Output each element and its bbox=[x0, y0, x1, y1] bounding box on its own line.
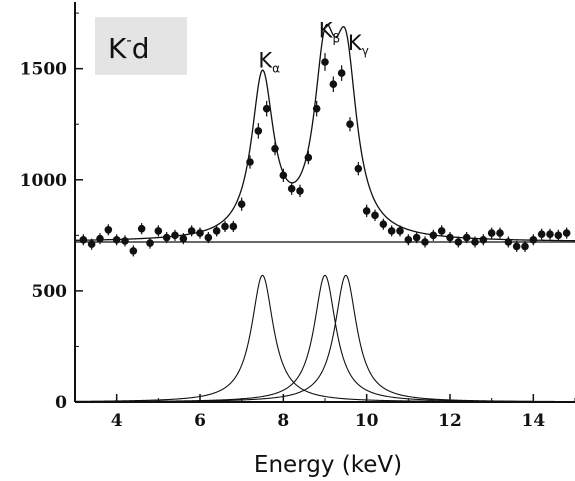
x-tick-label: 4 bbox=[111, 411, 123, 431]
data-point bbox=[121, 237, 129, 245]
peak-label: Kα bbox=[258, 49, 280, 76]
data-point bbox=[537, 230, 546, 239]
data-point bbox=[204, 233, 213, 242]
badge-label: K-d bbox=[108, 31, 150, 65]
data-point bbox=[129, 247, 138, 255]
data-point bbox=[396, 227, 404, 235]
data-point bbox=[554, 231, 563, 240]
data-point bbox=[79, 235, 88, 244]
data-point bbox=[504, 238, 513, 246]
peak-label: Kβ bbox=[319, 19, 340, 46]
data-point bbox=[271, 144, 279, 153]
data-point bbox=[279, 171, 288, 180]
x-tick-label: 6 bbox=[194, 411, 206, 431]
data-point bbox=[379, 220, 388, 229]
data-point bbox=[162, 233, 171, 242]
data-point bbox=[154, 227, 163, 235]
y-tick-label: 1000 bbox=[20, 171, 67, 191]
data-point bbox=[437, 227, 446, 235]
x-tick-label: 12 bbox=[438, 411, 462, 431]
data-point bbox=[421, 238, 429, 246]
peak-component-curve bbox=[75, 274, 575, 403]
fit-curve bbox=[74, 23, 575, 242]
data-point bbox=[196, 229, 204, 237]
data-point bbox=[462, 233, 471, 242]
data-point bbox=[246, 158, 254, 166]
data-point bbox=[96, 234, 104, 243]
data-point bbox=[529, 235, 538, 244]
data-point bbox=[312, 104, 321, 113]
data-point bbox=[187, 227, 196, 235]
x-axis-title: Energy (keV) bbox=[254, 452, 402, 478]
plot-marks: 4 6 8 10 12 14 0 500 1000 1500 Kα Kβ Kγ bbox=[20, 2, 575, 431]
data-point bbox=[387, 227, 396, 235]
x-tick-label: 10 bbox=[355, 411, 379, 431]
data-point bbox=[112, 235, 121, 244]
x-tick-label: 8 bbox=[277, 411, 289, 431]
data-point bbox=[137, 224, 146, 233]
peak-component-curve bbox=[75, 274, 575, 403]
data-point bbox=[171, 231, 179, 240]
x-tick-label: 14 bbox=[521, 411, 545, 431]
y-tick-label: 1500 bbox=[20, 60, 67, 80]
badge-box bbox=[95, 17, 187, 75]
data-point bbox=[212, 227, 221, 235]
data-point bbox=[496, 229, 504, 237]
data-point bbox=[354, 164, 363, 173]
y-tick-label: 0 bbox=[55, 393, 67, 413]
data-point bbox=[104, 225, 113, 234]
data-point bbox=[254, 127, 263, 135]
data-point bbox=[521, 242, 529, 251]
data-point bbox=[562, 229, 571, 237]
data-point bbox=[329, 80, 338, 89]
data-point bbox=[87, 240, 96, 249]
data-point bbox=[321, 58, 329, 66]
peak-label: Kγ bbox=[348, 31, 369, 58]
data-point bbox=[454, 238, 463, 246]
data-point bbox=[346, 120, 354, 129]
data-point bbox=[404, 235, 413, 244]
y-tick-label: 500 bbox=[32, 282, 68, 302]
data-point bbox=[221, 222, 229, 231]
data-point bbox=[262, 104, 271, 113]
data-point bbox=[179, 234, 188, 243]
data-point bbox=[287, 184, 296, 193]
data-point bbox=[446, 233, 454, 242]
data-point bbox=[546, 230, 554, 239]
data-point bbox=[371, 211, 379, 220]
data-point bbox=[512, 242, 521, 251]
data-point bbox=[487, 229, 496, 237]
peak-component-curve bbox=[75, 274, 575, 403]
data-point bbox=[362, 207, 371, 215]
data-point bbox=[429, 231, 438, 240]
data-point bbox=[337, 69, 346, 77]
data-point bbox=[479, 235, 488, 244]
data-point bbox=[146, 239, 154, 247]
data-point bbox=[412, 233, 421, 242]
data-point bbox=[471, 238, 479, 246]
data-point bbox=[237, 200, 246, 209]
data-point bbox=[296, 187, 304, 195]
data-point bbox=[304, 153, 313, 162]
data-point bbox=[229, 222, 238, 231]
